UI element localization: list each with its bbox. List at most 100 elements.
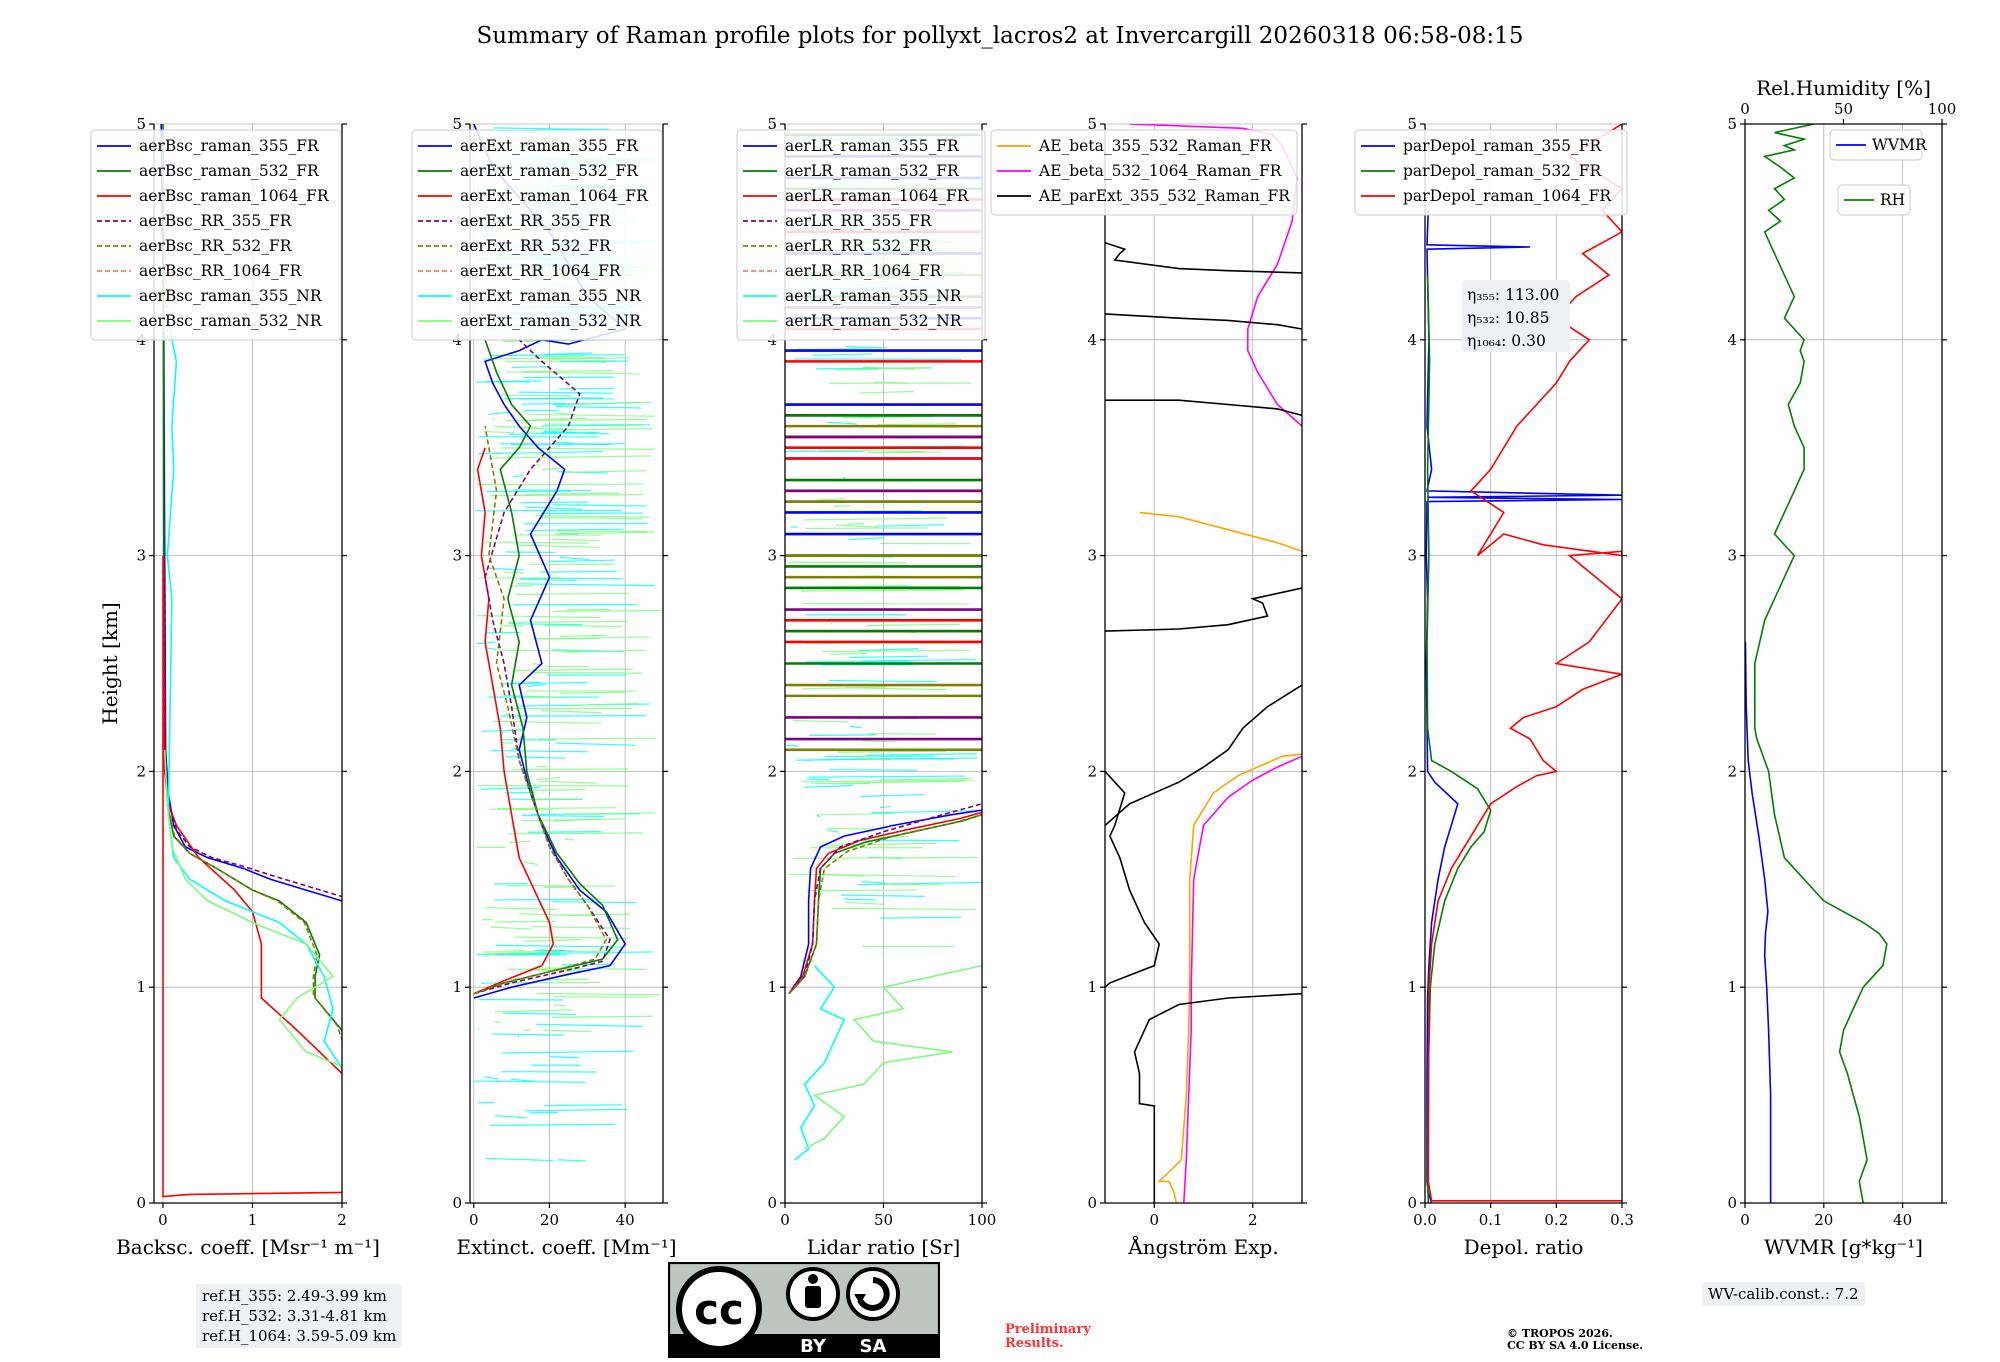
- noise-trace: [553, 611, 661, 612]
- legend-label: aerExt_RR_532_FR: [460, 237, 612, 255]
- y-tick-label: 3: [1727, 547, 1737, 565]
- noise-trace: [878, 884, 942, 885]
- legend-label: aerBsc_raman_532_NR: [139, 312, 323, 330]
- noise-trace: [533, 664, 540, 665]
- noise-trace: [548, 560, 616, 562]
- noise-trace: [848, 523, 864, 524]
- eta-annotation: η₁₀₆₄: 0.30: [1467, 332, 1546, 350]
- legend-label: aerLR_raman_532_FR: [785, 162, 960, 180]
- noise-trace: [557, 1160, 585, 1161]
- top-x-axis-label: Rel.Humidity [%]: [1756, 76, 1931, 100]
- legend-label: aerExt_RR_355_FR: [460, 212, 612, 230]
- noise-trace: [807, 890, 917, 891]
- legend-label: aerExt_raman_1064_FR: [460, 187, 649, 205]
- legend-label: aerExt_raman_355_FR: [460, 137, 639, 155]
- y-tick-label: 0: [1407, 1194, 1417, 1212]
- noise-trace: [502, 732, 503, 734]
- copyright-note: © TROPOS 2026. CC BY SA 4.0 License.: [1507, 1328, 1643, 1352]
- series-line-aerExt_RR_355_FR: [474, 340, 610, 994]
- y-tick-label: 0: [767, 1194, 777, 1212]
- noise-trace: [477, 616, 601, 618]
- noise-trace: [513, 950, 525, 951]
- noise-trace: [876, 525, 944, 526]
- noise-trace: [555, 532, 654, 534]
- series-line-AE_parExt_355_532_Raman_FR_7: [1105, 243, 1302, 273]
- noise-trace: [538, 781, 596, 783]
- noise-trace: [801, 590, 964, 591]
- noise-trace: [816, 813, 894, 814]
- noise-trace: [513, 475, 524, 476]
- legend-label: aerLR_RR_532_FR: [785, 237, 933, 255]
- legend-label: aerBsc_RR_355_FR: [139, 212, 293, 230]
- noise-trace: [492, 1034, 563, 1035]
- noise-trace: [817, 816, 820, 817]
- noise-trace: [844, 477, 846, 479]
- series-line-aerBsc_raman_1064_FR: [163, 556, 378, 1197]
- legend-label: aerLR_raman_1064_FR: [785, 187, 970, 205]
- x-tick-label: 40: [1893, 1211, 1912, 1229]
- legend-label: aerLR_raman_532_NR: [785, 312, 963, 330]
- noise-trace: [831, 908, 975, 909]
- y-tick-label: 1: [1727, 978, 1737, 996]
- noise-trace: [560, 692, 625, 693]
- x-axis-label: Backsc. coeff. [Msr⁻¹ m⁻¹]: [116, 1235, 380, 1259]
- noise-trace: [805, 661, 909, 662]
- noise-trace: [482, 730, 523, 732]
- noise-trace: [816, 499, 845, 500]
- series-line-aerBsc_raman_532_NR: [165, 750, 360, 1074]
- noise-trace: [523, 377, 614, 378]
- noise-trace: [809, 735, 876, 736]
- wv-calibration-box: WV-calib.const.: 7.2: [1702, 1282, 1865, 1306]
- y-tick-label: 3: [1407, 547, 1417, 565]
- noise-trace: [559, 388, 614, 389]
- legend-label: aerBsc_raman_355_FR: [139, 137, 320, 155]
- noise-trace: [553, 505, 647, 506]
- series-line-aerLR_RR_532_FR: [789, 815, 982, 994]
- noise-trace: [539, 572, 616, 573]
- noise-trace: [850, 726, 862, 728]
- noise-trace: [497, 808, 616, 809]
- noise-trace: [502, 1051, 634, 1053]
- noise-trace: [562, 964, 615, 965]
- noise-trace: [542, 711, 601, 713]
- legend-label: AE_parExt_355_532_Raman_FR: [1038, 187, 1291, 205]
- noise-trace: [535, 516, 649, 517]
- noise-trace: [528, 685, 546, 687]
- noise-trace: [489, 456, 651, 458]
- series-line-AE_beta_355_532_Raman_FR: [1159, 754, 1302, 1203]
- noise-trace: [505, 757, 565, 759]
- y-tick-label: 2: [1087, 762, 1097, 780]
- x-tick-label: 0.3: [1610, 1211, 1634, 1229]
- noise-trace: [499, 371, 501, 372]
- noise-trace: [515, 937, 628, 938]
- legend-label: aerLR_RR_355_FR: [785, 212, 933, 230]
- noise-trace: [555, 442, 572, 443]
- cc-license-badge: cc BY SA: [668, 1262, 940, 1358]
- noise-trace: [558, 498, 560, 500]
- x-tick-label: 0.2: [1544, 1211, 1568, 1229]
- noise-trace: [495, 1116, 526, 1118]
- chart-bsc: 012345012Backsc. coeff. [Msr⁻¹ m⁻¹]Heigh…: [91, 115, 387, 1259]
- noise-trace: [560, 635, 607, 636]
- noise-trace: [495, 921, 556, 922]
- legend-label: aerExt_raman_355_NR: [460, 287, 642, 305]
- noise-trace: [550, 1057, 579, 1058]
- noise-trace: [477, 642, 497, 644]
- x-tick-label: 20: [540, 1211, 559, 1229]
- legend-label: WVMR: [1872, 136, 1928, 154]
- noise-trace: [831, 623, 832, 625]
- noise-trace: [508, 622, 628, 623]
- noise-trace: [521, 398, 604, 399]
- noise-trace: [508, 833, 643, 834]
- x-tick-label: 40: [616, 1211, 635, 1229]
- series-line-WVMR: [1745, 642, 1770, 1203]
- legend-label: aerLR_RR_1064_FR: [785, 262, 943, 280]
- noise-trace: [543, 1030, 591, 1031]
- noise-trace: [798, 348, 886, 350]
- x-axis-label: WVMR [g*kg⁻¹]: [1764, 1235, 1923, 1259]
- noise-trace: [842, 417, 934, 418]
- y-tick-label: 2: [1727, 762, 1737, 780]
- noise-trace: [521, 502, 589, 503]
- noise-trace: [485, 381, 541, 382]
